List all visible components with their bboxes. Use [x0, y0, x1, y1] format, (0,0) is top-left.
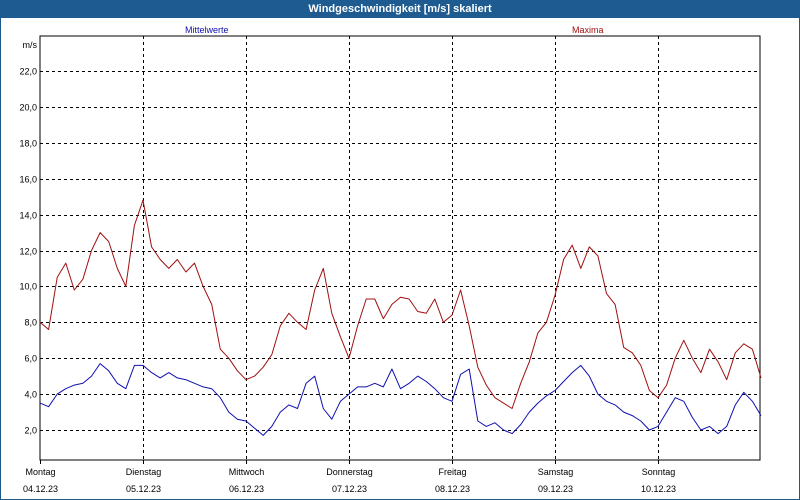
series-line-maxima [39, 199, 762, 409]
y-axis-label: m/s [23, 40, 38, 50]
y-tick-label: 8,0 [24, 318, 37, 328]
day-date-label: 08.12.23 [435, 484, 470, 494]
y-tick-label: 12,0 [19, 247, 37, 257]
day-date-label: 04.12.23 [23, 484, 58, 494]
series-line-mittelwerte [39, 363, 762, 436]
day-name-label: Dienstag [126, 467, 162, 477]
day-name-label: Mittwoch [229, 467, 265, 477]
legend-maxima: Maxima [572, 25, 604, 35]
y-tick-label: 10,0 [19, 282, 37, 292]
day-name-label: Freitag [438, 467, 466, 477]
y-tick-label: 2,0 [24, 426, 37, 436]
y-tick-label: 18,0 [19, 139, 37, 149]
day-date-label: 07.12.23 [332, 484, 367, 494]
day-name-label: Samstag [538, 467, 574, 477]
day-date-label: 05.12.23 [126, 484, 161, 494]
day-date-label: 10.12.23 [641, 484, 676, 494]
day-name-label: Donnerstag [326, 467, 373, 477]
y-tick-label: 16,0 [19, 175, 37, 185]
y-tick-label: 22,0 [19, 67, 37, 77]
y-tick-label: 6,0 [24, 354, 37, 364]
day-date-label: 06.12.23 [229, 484, 264, 494]
y-tick-label: 4,0 [24, 390, 37, 400]
day-name-label: Sonntag [642, 467, 676, 477]
chart-title: Windgeschwindigkeit [m/s] skaliert [0, 0, 800, 18]
day-date-label: 09.12.23 [538, 484, 573, 494]
y-tick-label: 14,0 [19, 211, 37, 221]
plot-area [39, 35, 761, 461]
legend-mittelwerte: Mittelwerte [185, 25, 229, 35]
y-tick-label: 20,0 [19, 103, 37, 113]
day-name-label: Montag [25, 467, 55, 477]
